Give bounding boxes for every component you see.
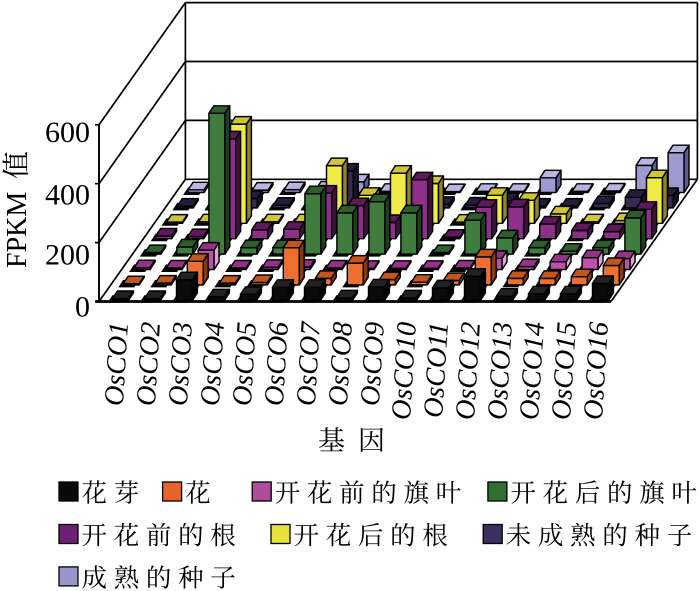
svg-text:OsCO15: OsCO15 [546, 321, 583, 421]
svg-text:OsCO4: OsCO4 [195, 321, 231, 407]
svg-text:200: 200 [45, 238, 90, 271]
svg-text:OsCO8: OsCO8 [323, 321, 359, 407]
svg-text:OsCO2: OsCO2 [131, 321, 167, 407]
svg-text:OsCO16: OsCO16 [578, 321, 615, 421]
svg-text:OsCO13: OsCO13 [482, 321, 519, 421]
svg-text:OsCO1: OsCO1 [99, 321, 135, 407]
svg-text:600: 600 [45, 116, 90, 149]
svg-text:OsCO10: OsCO10 [386, 321, 423, 421]
svg-text:OsCO12: OsCO12 [450, 321, 487, 421]
svg-text:OsCO9: OsCO9 [355, 321, 391, 407]
svg-text:400: 400 [45, 179, 90, 212]
svg-text:OsCO5: OsCO5 [227, 321, 263, 407]
svg-text:0: 0 [75, 290, 90, 323]
svg-text:OsCO3: OsCO3 [163, 321, 199, 407]
svg-text:FPKM: FPKM [2, 192, 33, 268]
svg-text:OsCO11: OsCO11 [418, 321, 455, 419]
svg-text:OsCO6: OsCO6 [259, 321, 295, 407]
svg-text:OsCO7: OsCO7 [291, 320, 327, 407]
svg-text:OsCO14: OsCO14 [514, 321, 551, 421]
